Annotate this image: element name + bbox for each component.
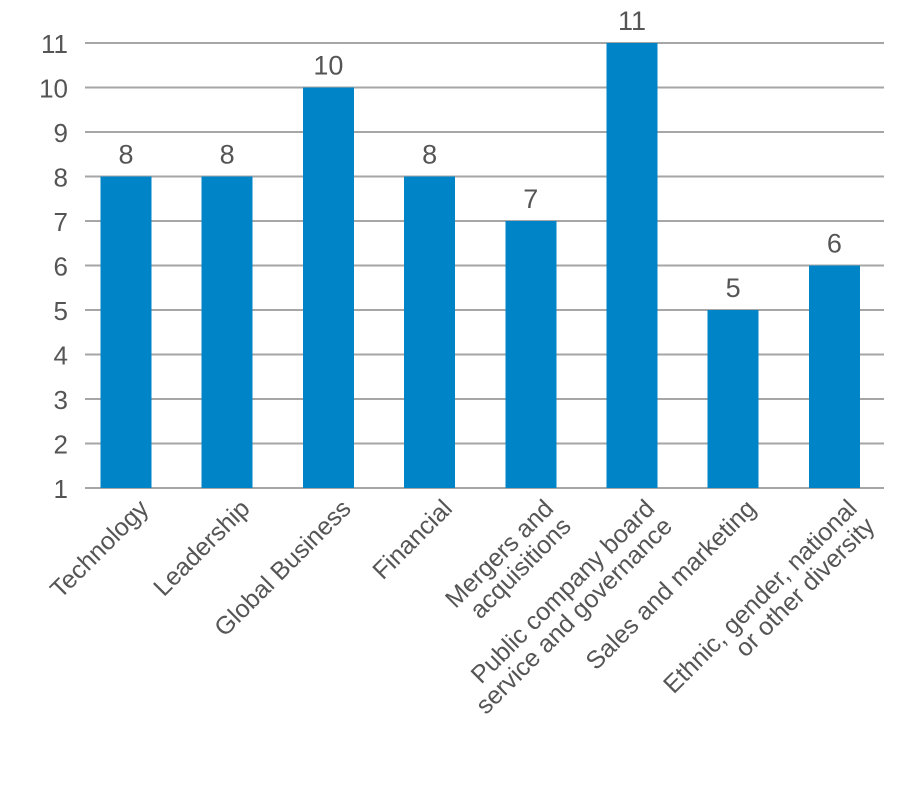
bar-value-label: 8 — [422, 140, 437, 170]
y-tick-label: 10 — [39, 74, 68, 104]
y-tick-label: 9 — [54, 118, 68, 148]
y-tick-label: 6 — [54, 252, 68, 282]
y-tick-label: 2 — [54, 430, 68, 460]
bar-value-label: 8 — [118, 140, 133, 170]
y-tick-label: 8 — [54, 163, 68, 193]
x-category-label-line: Financial — [367, 494, 458, 585]
y-tick-label: 4 — [54, 341, 68, 371]
bar — [808, 265, 860, 488]
y-tick-label: 1 — [54, 474, 68, 504]
value-labels: 8 8 10 8 7 11 5 6 — [118, 6, 841, 303]
x-category-label-line: Technology — [45, 494, 155, 604]
y-axis-tick-labels: 1 2 3 4 5 6 7 8 9 10 11 — [39, 29, 68, 504]
bar — [201, 176, 253, 488]
x-category-label: Financial — [367, 494, 458, 585]
bar — [100, 176, 152, 488]
x-category-label-line: Leadership — [148, 494, 255, 601]
y-tick-label: 7 — [54, 207, 68, 237]
bar-value-label: 11 — [618, 6, 646, 36]
bar — [606, 43, 658, 488]
bar — [707, 310, 759, 488]
x-category-label-line: Ethnic, gender, national — [658, 494, 863, 699]
bar-value-label: 10 — [313, 51, 343, 81]
y-tick-label: 3 — [54, 385, 68, 415]
x-category-label: Technology — [45, 494, 155, 604]
x-category-label: Leadership — [148, 494, 255, 601]
bar-value-label: 6 — [827, 229, 842, 259]
bar-value-label: 7 — [523, 184, 538, 214]
y-tick-label: 5 — [54, 296, 68, 326]
bar-value-label: 5 — [726, 273, 741, 303]
bar — [302, 87, 354, 488]
bar-value-label: 8 — [220, 140, 235, 170]
y-tick-label: 11 — [41, 29, 68, 59]
bar — [505, 221, 557, 488]
bars — [100, 43, 860, 488]
bar — [404, 176, 456, 488]
